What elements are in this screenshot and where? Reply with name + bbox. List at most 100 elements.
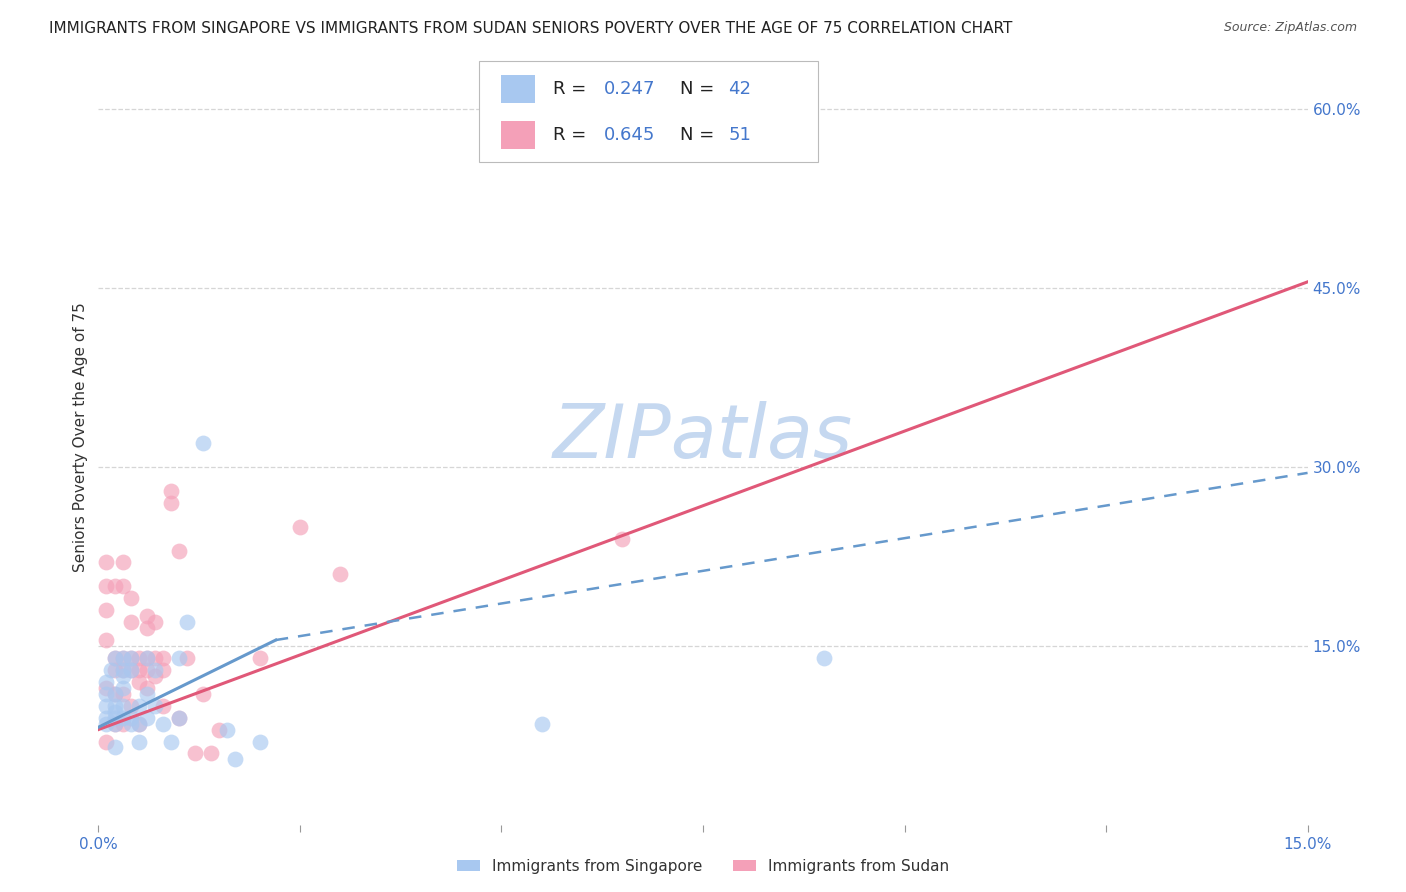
Point [160, 734, 183, 748]
Point [103, 740, 125, 755]
Point [103, 711, 125, 725]
Point [135, 663, 157, 677]
Point [135, 651, 157, 665]
Point [160, 483, 183, 498]
Point [96, 734, 118, 748]
Point [143, 663, 166, 677]
Point [120, 698, 142, 713]
Point [152, 698, 174, 713]
Text: ZIPatlas: ZIPatlas [553, 401, 853, 473]
Text: R =: R = [553, 80, 592, 98]
Point [329, 567, 352, 582]
Legend: Immigrants from Singapore, Immigrants from Sudan: Immigrants from Singapore, Immigrants fr… [451, 853, 955, 880]
Point [120, 716, 142, 731]
Point [135, 651, 157, 665]
Point [111, 711, 134, 725]
Text: 0.247: 0.247 [603, 80, 655, 98]
Point [96, 674, 118, 689]
Point [96, 681, 118, 695]
Point [111, 663, 134, 677]
Point [96, 633, 118, 648]
Point [120, 711, 142, 725]
Point [103, 698, 125, 713]
Point [103, 687, 125, 701]
Point [120, 663, 142, 677]
Point [143, 669, 166, 683]
Point [288, 519, 311, 533]
Bar [501, 75, 534, 103]
Point [103, 716, 125, 731]
Point [96, 698, 118, 713]
Point [813, 651, 835, 665]
FancyBboxPatch shape [479, 61, 818, 161]
Point [128, 698, 150, 713]
Point [176, 651, 198, 665]
Point [96, 603, 118, 617]
Point [128, 716, 150, 731]
Point [103, 687, 125, 701]
Point [120, 663, 142, 677]
Point [208, 723, 231, 737]
Bar [501, 121, 534, 150]
Point [135, 609, 157, 624]
Point [120, 651, 142, 665]
Text: 0.645: 0.645 [603, 127, 655, 145]
Point [111, 579, 134, 593]
Point [120, 591, 142, 606]
Point [96, 556, 118, 570]
Point [111, 687, 134, 701]
Point [152, 716, 174, 731]
Point [96, 687, 118, 701]
Point [167, 711, 190, 725]
Point [111, 698, 134, 713]
Point [96, 579, 118, 593]
Text: IMMIGRANTS FROM SINGAPORE VS IMMIGRANTS FROM SUDAN SENIORS POVERTY OVER THE AGE : IMMIGRANTS FROM SINGAPORE VS IMMIGRANTS … [49, 21, 1012, 36]
Point [612, 532, 634, 546]
Point [120, 615, 142, 629]
Text: N =: N = [681, 80, 720, 98]
Point [160, 496, 183, 510]
Point [193, 687, 215, 701]
Point [135, 621, 157, 635]
Point [96, 716, 118, 731]
Point [128, 663, 150, 677]
Point [135, 681, 157, 695]
Text: Source: ZipAtlas.com: Source: ZipAtlas.com [1223, 21, 1357, 34]
Text: 42: 42 [728, 80, 751, 98]
Point [184, 747, 207, 761]
Text: N =: N = [681, 127, 720, 145]
Point [200, 747, 222, 761]
Point [152, 663, 174, 677]
Point [103, 705, 125, 719]
Text: 51: 51 [728, 127, 751, 145]
Point [111, 681, 134, 695]
Point [217, 723, 239, 737]
Point [103, 579, 125, 593]
Point [167, 543, 190, 558]
Point [193, 436, 215, 450]
Point [135, 711, 157, 725]
Point [103, 663, 125, 677]
Point [111, 651, 134, 665]
Point [249, 651, 271, 665]
Point [143, 615, 166, 629]
Point [224, 752, 246, 766]
Point [111, 663, 134, 677]
Point [96, 711, 118, 725]
Point [152, 651, 174, 665]
Point [103, 716, 125, 731]
Point [103, 651, 125, 665]
Point [176, 615, 198, 629]
Point [167, 711, 190, 725]
Point [111, 556, 134, 570]
Y-axis label: Seniors Poverty Over the Age of 75: Seniors Poverty Over the Age of 75 [73, 302, 89, 572]
Point [100, 663, 122, 677]
Point [530, 716, 553, 731]
Point [135, 687, 157, 701]
Point [128, 716, 150, 731]
Point [128, 734, 150, 748]
Point [733, 126, 755, 140]
Point [249, 734, 271, 748]
Point [143, 651, 166, 665]
Point [111, 716, 134, 731]
